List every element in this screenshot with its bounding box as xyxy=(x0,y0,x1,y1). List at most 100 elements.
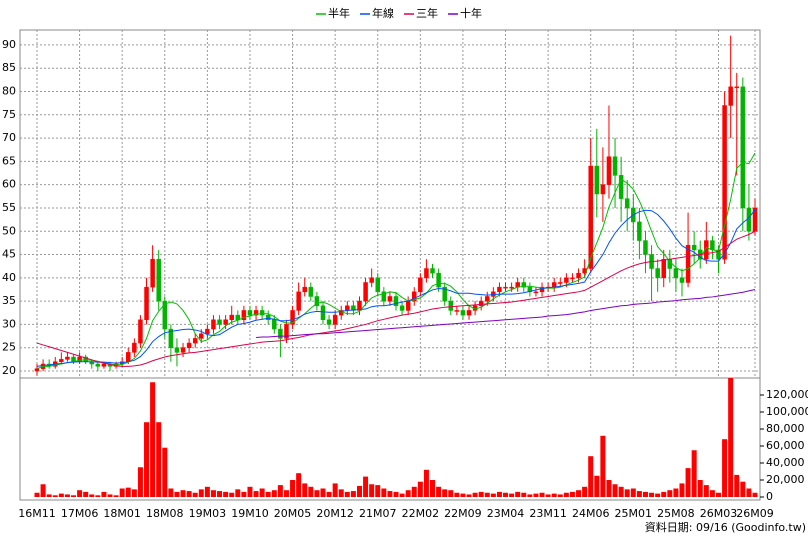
volume-bar xyxy=(210,490,216,497)
volume-bar xyxy=(472,492,478,497)
volume-bar xyxy=(667,490,673,497)
candle-body xyxy=(454,310,460,312)
x-tick-label: 18M01 xyxy=(103,507,141,520)
candle-body xyxy=(424,268,429,279)
volume-bar xyxy=(204,486,210,497)
candle-body xyxy=(375,277,380,293)
volume-bar xyxy=(715,492,721,497)
candle-body xyxy=(405,300,411,311)
volume-bar xyxy=(436,486,442,497)
volume-bar xyxy=(454,492,460,497)
y2-tick-label: 20,000 xyxy=(766,473,805,486)
volume-bar xyxy=(478,491,484,497)
candle-body xyxy=(211,319,216,330)
y-tick-label: 20 xyxy=(2,364,16,377)
ma-line xyxy=(36,209,756,367)
volume-bar xyxy=(448,490,454,497)
volume-bar xyxy=(64,494,70,497)
volume-bar xyxy=(642,491,648,497)
candle-body xyxy=(655,268,660,279)
candle-body xyxy=(59,359,64,362)
candle-body xyxy=(199,333,204,339)
volume-bar xyxy=(180,490,186,497)
candle-body xyxy=(466,310,472,316)
candle-body xyxy=(679,277,685,283)
volume-bar xyxy=(466,494,472,497)
candle-body xyxy=(186,342,192,348)
volume-bar xyxy=(247,486,253,497)
candle-body xyxy=(588,165,593,269)
volume-bar xyxy=(600,435,606,497)
candle-body xyxy=(612,156,618,176)
volume-bar xyxy=(101,491,107,497)
volume-bar xyxy=(344,491,350,497)
candle-body xyxy=(174,347,180,353)
volume-bar xyxy=(387,491,393,497)
candle-body xyxy=(357,300,362,311)
candle-body xyxy=(241,310,247,321)
candle-body xyxy=(302,286,307,293)
candle-body xyxy=(594,165,600,195)
volume-bar xyxy=(137,467,143,497)
volume-bar xyxy=(40,484,46,497)
volume-bar xyxy=(460,493,466,497)
x-tick-label: 25M01 xyxy=(615,507,653,520)
candle-body xyxy=(673,268,679,279)
candle-body xyxy=(363,282,368,302)
candle-body xyxy=(150,258,155,288)
volume-bar xyxy=(417,481,423,497)
candle-body xyxy=(734,86,739,89)
candle-body xyxy=(217,319,222,325)
volume-bar xyxy=(332,483,338,497)
volume-bar xyxy=(241,491,247,497)
candle-body xyxy=(564,277,569,283)
x-tick-label: 26M09 xyxy=(736,507,774,520)
y2-tick-label: 120,000 xyxy=(766,388,808,401)
y2-tick-label: 80,000 xyxy=(766,422,805,435)
volume-bar xyxy=(551,493,557,497)
candle-body xyxy=(326,319,332,325)
volume-bar xyxy=(77,490,83,497)
x-tick-label: 23M04 xyxy=(487,507,525,520)
candle-body xyxy=(95,363,101,367)
candle-body xyxy=(223,319,228,325)
candle-body xyxy=(710,240,715,251)
candle-body xyxy=(746,207,752,232)
volume-bar xyxy=(150,382,156,497)
volume-bar xyxy=(259,488,265,497)
volume-bar xyxy=(58,493,64,497)
volume-bar xyxy=(722,439,728,497)
candle-body xyxy=(740,86,746,209)
candle-body xyxy=(533,291,539,294)
candle-body xyxy=(606,156,612,185)
volume-bar xyxy=(728,378,734,497)
volume-bar xyxy=(107,494,113,497)
candle-body xyxy=(704,240,709,260)
candle-body xyxy=(192,338,198,344)
candle-body xyxy=(478,300,484,307)
candle-body xyxy=(503,286,508,289)
candle-body xyxy=(180,347,186,353)
x-tick-label: 22M02 xyxy=(402,507,440,520)
x-tick-label: 26M03 xyxy=(700,507,738,520)
candle-body xyxy=(691,244,697,251)
volume-bar xyxy=(144,422,150,497)
volume-bar xyxy=(503,492,509,497)
y-tick-label: 70 xyxy=(2,131,16,144)
legend-label: 半年 xyxy=(328,6,350,20)
volume-bar xyxy=(661,491,667,497)
x-tick-label: 24M06 xyxy=(572,507,610,520)
candle-body xyxy=(156,258,161,302)
y-tick-label: 80 xyxy=(2,84,16,97)
y-tick-label: 55 xyxy=(2,201,16,214)
candle-body xyxy=(436,272,441,288)
candle-body xyxy=(308,286,314,297)
volume-bar xyxy=(709,490,715,497)
candle-body xyxy=(265,314,271,321)
candle-body xyxy=(138,319,143,344)
volume-bar xyxy=(746,488,752,497)
candle-body xyxy=(332,314,338,325)
volume-bar xyxy=(594,475,600,497)
y-tick-label: 30 xyxy=(2,317,16,330)
